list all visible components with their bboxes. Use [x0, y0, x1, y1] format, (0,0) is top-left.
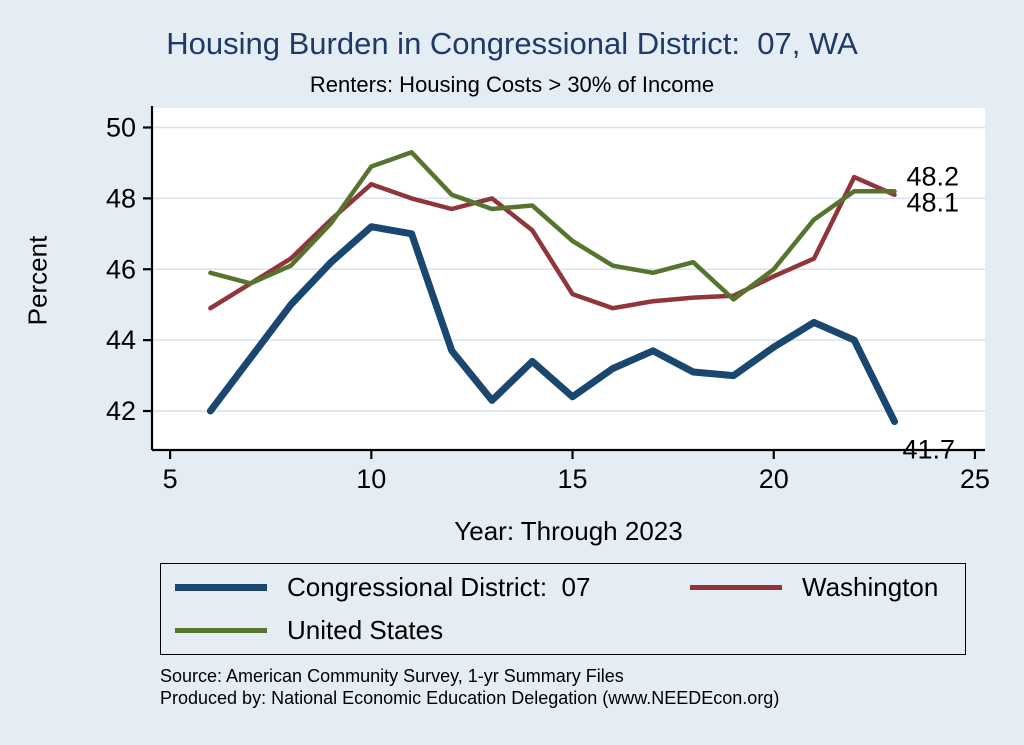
svg-text:46: 46	[106, 254, 136, 284]
legend-label-us: United States	[287, 615, 444, 645]
legend-item-washington: Washington	[690, 572, 965, 603]
svg-text:5: 5	[163, 464, 178, 494]
svg-text:50: 50	[106, 112, 136, 142]
svg-text:20: 20	[759, 464, 789, 494]
page-title: Housing Burden in Congressional District…	[166, 26, 858, 61]
legend: Congressional District: 07 Washington Un…	[160, 563, 966, 655]
legend-item-us: United States	[175, 615, 690, 646]
svg-text:42: 42	[106, 396, 136, 426]
svg-text:25: 25	[960, 464, 990, 494]
svg-text:10: 10	[356, 464, 386, 494]
svg-text:44: 44	[106, 325, 136, 355]
chart-subtitle: Renters: Housing Costs > 30% of Income	[309, 72, 715, 97]
svg-text:48: 48	[106, 183, 136, 213]
x-axis-label: Year: Through 2023	[454, 516, 683, 546]
svg-text:48.2: 48.2	[907, 161, 960, 191]
legend-label-district: Congressional District: 07	[287, 572, 591, 602]
svg-text:48.1: 48.1	[907, 188, 960, 218]
line-chart: 42 44 46 48 50 5 10 15 20 25 48.248.1 41.7	[106, 106, 990, 494]
legend-label-washington: Washington	[802, 572, 939, 602]
source-note: Source: American Community Survey, 1-yr …	[160, 666, 1000, 710]
washington-line-swatch	[690, 585, 782, 590]
source-line-2: Produced by: National Economic Education…	[160, 687, 780, 708]
us-line-swatch	[175, 628, 267, 633]
district-line-swatch	[175, 584, 267, 591]
legend-item-district: Congressional District: 07	[175, 572, 690, 603]
svg-text:41.7: 41.7	[903, 434, 956, 464]
source-line-1: Source: American Community Survey, 1-yr …	[160, 666, 624, 686]
svg-text:15: 15	[558, 464, 588, 494]
